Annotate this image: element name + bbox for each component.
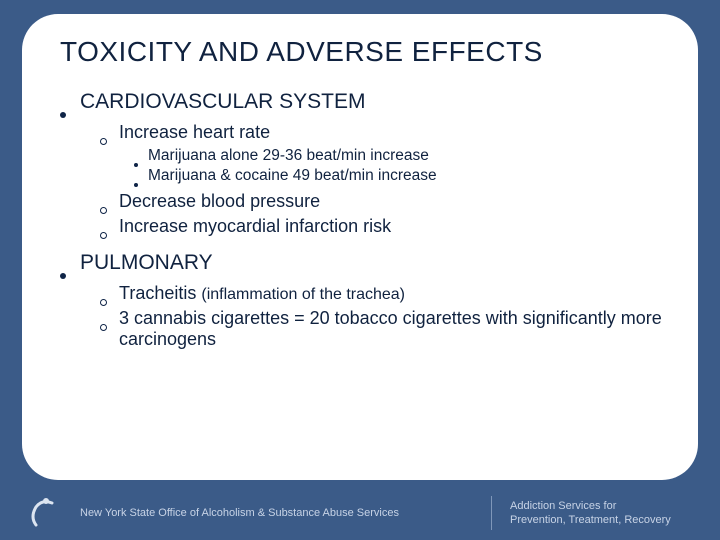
mini-dot-icon [134,183,138,187]
detail-label: Marijuana alone 29-36 beat/min increase [148,147,429,165]
section-label: CARDIOVASCULAR SYSTEM [80,90,366,114]
ring-bullet-icon [100,299,107,306]
section-header-row: CARDIOVASCULAR SYSTEM [60,90,666,114]
detail-item: Marijuana & cocaine 49 beat/min increase [134,167,666,185]
footer-right-line2: Prevention, Treatment, Recovery [510,513,700,527]
item-label: Tracheitis [119,283,201,303]
item-tracheitis: Tracheitis (inflammation of the trachea) [100,283,666,304]
section-cardiovascular: CARDIOVASCULAR SYSTEM Increase heart rat… [60,90,666,237]
detail-label: Marijuana & cocaine 49 beat/min increase [148,167,437,185]
ring-bullet-icon [100,207,107,214]
section-header-row: PULMONARY [60,251,666,275]
ring-bullet-icon [100,324,107,331]
slide-title: TOXICITY AND ADVERSE EFFECTS [60,36,666,68]
item-paren: (inflammation of the trachea) [201,286,405,303]
footer: New York State Office of Alcoholism & Su… [0,486,720,540]
item-cigarette-equiv: 3 cannabis cigarettes = 20 tobacco cigar… [100,308,666,350]
detail-list: Marijuana alone 29-36 beat/min increase … [134,147,666,185]
footer-right-line1: Addiction Services for [510,499,700,513]
item-list: Increase heart rate Marijuana alone 29-3… [100,122,666,237]
mini-dot-icon [134,163,138,167]
footer-right-text: Addiction Services for Prevention, Treat… [510,499,720,528]
item-label: Decrease blood pressure [119,191,320,212]
item-decrease-bp: Decrease blood pressure [100,191,666,212]
bullet-dot-icon [60,112,66,118]
ring-bullet-icon [100,232,107,239]
item-label: Increase heart rate [119,122,270,143]
item-label: Increase myocardial infarction risk [119,216,391,237]
section-pulmonary: PULMONARY Tracheitis (inflammation of th… [60,251,666,350]
detail-item: Marijuana alone 29-36 beat/min increase [134,147,666,165]
item-label: 3 cannabis cigarettes = 20 tobacco cigar… [119,308,666,350]
item-increase-heart-rate: Increase heart rate Marijuana alone 29-3… [100,122,666,185]
section-label: PULMONARY [80,251,213,275]
ring-bullet-icon [100,138,107,145]
footer-divider [491,496,492,530]
footer-left-text: New York State Office of Alcoholism & Su… [80,507,473,519]
bullet-dot-icon [60,273,66,279]
logo-icon [26,495,62,531]
content-card: TOXICITY AND ADVERSE EFFECTS CARDIOVASCU… [22,14,698,480]
item-mi-risk: Increase myocardial infarction risk [100,216,666,237]
section-list: CARDIOVASCULAR SYSTEM Increase heart rat… [60,90,666,350]
item-list: Tracheitis (inflammation of the trachea)… [100,283,666,350]
slide-background: TOXICITY AND ADVERSE EFFECTS CARDIOVASCU… [0,0,720,540]
